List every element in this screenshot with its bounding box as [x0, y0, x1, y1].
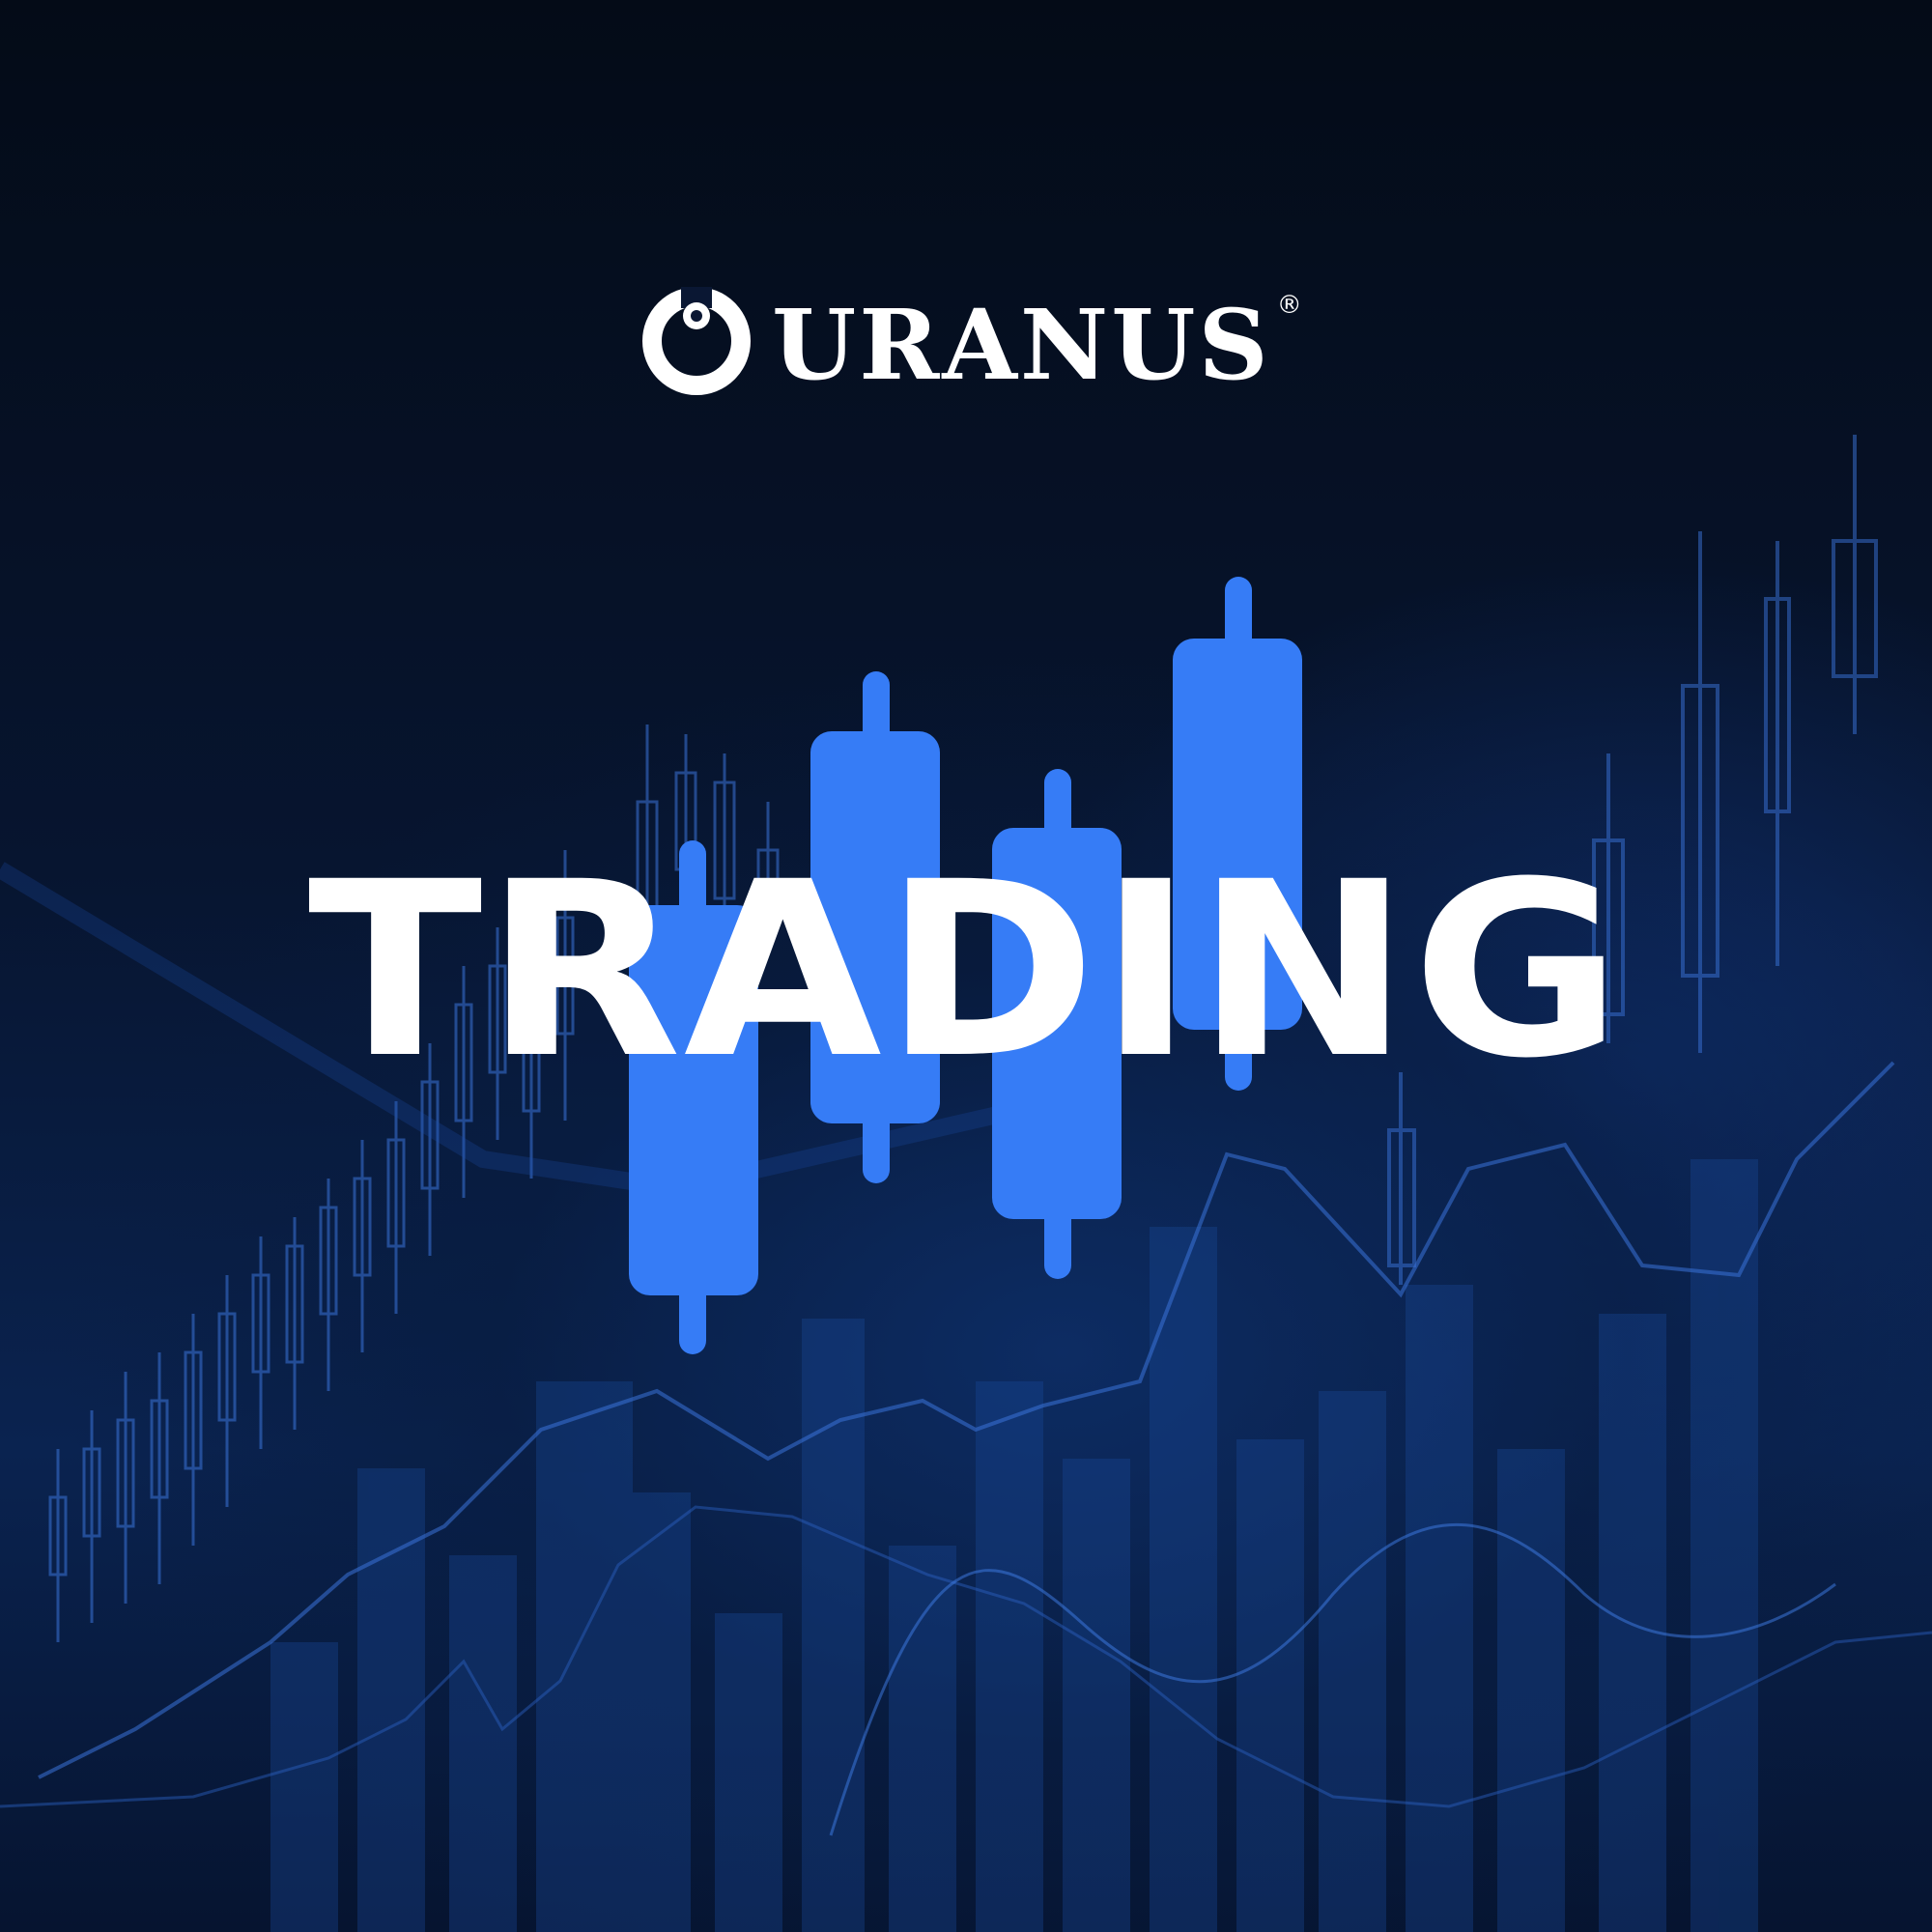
background-line-graph	[38, 1061, 1895, 1779]
background-candles-right	[1387, 435, 1878, 1285]
background-candles	[48, 724, 780, 1642]
candle-4-body	[1173, 639, 1302, 1030]
candle-3-body	[992, 828, 1122, 1219]
registered-trademark-mark: ®	[1276, 291, 1302, 320]
background-volume-bars	[270, 1159, 1758, 1932]
background-line-graph-2	[0, 1505, 1932, 1808]
brand-name: URANUS	[772, 288, 1271, 402]
candle-2-body	[810, 731, 940, 1123]
uranus-eye-ring-icon	[642, 287, 751, 395]
candle-1-body	[629, 905, 758, 1295]
headline-title: TRADING	[307, 830, 1625, 1111]
brand-logo: URANUS ®	[642, 283, 1302, 399]
background-diagonal	[0, 862, 1017, 1198]
candles-foreground	[629, 577, 1302, 1354]
background-wave	[829, 1522, 1836, 1836]
